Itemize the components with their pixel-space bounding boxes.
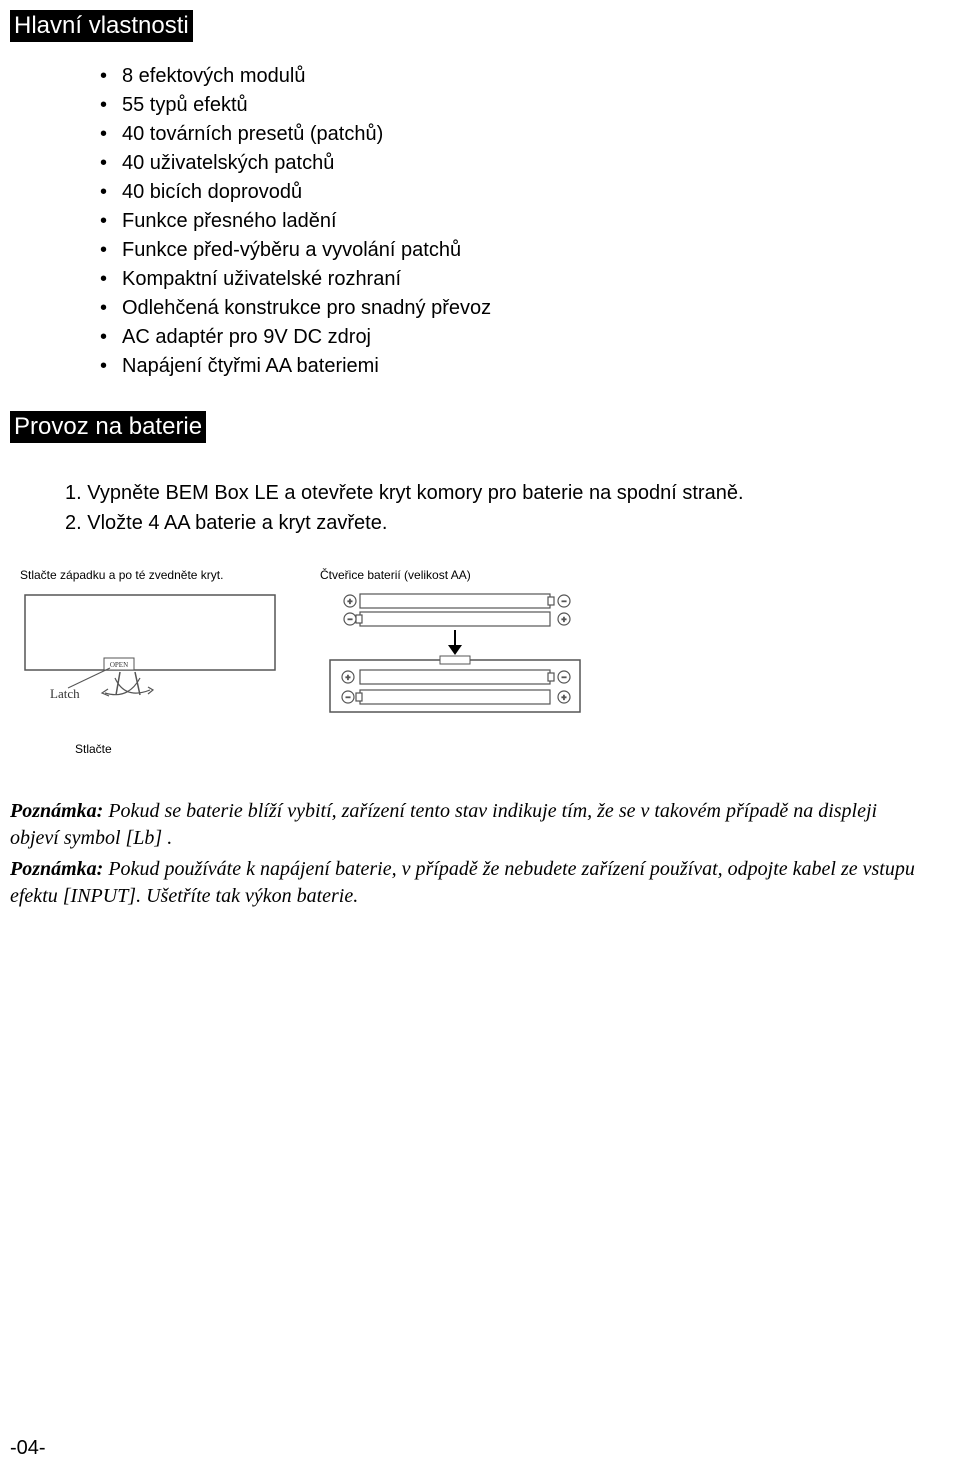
svg-text:−: − [562, 673, 567, 682]
diagram-batteries: Čtveřice baterií (velikost AA) + − − + [320, 568, 590, 720]
svg-text:−: − [562, 597, 567, 606]
press-label-row: Stlačte [75, 740, 930, 758]
list-item: Odlehčená konstrukce pro snadný převoz [100, 294, 930, 323]
svg-text:OPEN: OPEN [110, 661, 128, 669]
svg-text:+: + [346, 673, 351, 682]
svg-text:−: − [346, 693, 351, 702]
caption-batteries: Čtveřice baterií (velikost AA) [320, 568, 590, 582]
list-item: 8 efektových modulů [100, 62, 930, 91]
svg-text:+: + [562, 615, 567, 624]
battery-diagram-svg: + − − + + − − + [320, 590, 590, 720]
steps-list: 1. Vypněte BEM Box LE a otevřete kryt ko… [65, 478, 930, 538]
list-item: 40 bicích doprovodů [100, 178, 930, 207]
svg-text:+: + [562, 693, 567, 702]
svg-text:+: + [348, 597, 353, 606]
latch-label: Latch [50, 686, 80, 701]
list-item: 2. Vložte 4 AA baterie a kryt zavřete. [65, 508, 930, 538]
feature-list: 8 efektových modulů 55 typů efektů 40 to… [100, 62, 930, 381]
list-item: 1. Vypněte BEM Box LE a otevřete kryt ko… [65, 478, 930, 508]
list-item: Funkce před-výběru a vyvolání patchů [100, 236, 930, 265]
diagram-row: Stlačte západku a po té zvedněte kryt. O… [20, 568, 930, 720]
note-1: Poznámka: Pokud se baterie blíží vybití,… [10, 798, 930, 852]
list-item: 40 továrních presetů (patchů) [100, 120, 930, 149]
heading-battery: Provoz na baterie [10, 411, 206, 443]
note-text: Pokud používáte k napájení baterie, v př… [10, 858, 915, 907]
page-number: -04- [10, 1437, 46, 1460]
list-item: Kompaktní uživatelské rozhraní [100, 265, 930, 294]
caption-latch: Stlačte západku a po té zvedněte kryt. [20, 568, 280, 582]
note-label: Poznámka: [10, 858, 103, 880]
list-item: 55 typů efektů [100, 91, 930, 120]
list-item: Napájení čtyřmi AA bateriemi [100, 352, 930, 381]
svg-text:−: − [348, 615, 353, 624]
press-label: Stlačte [75, 742, 112, 756]
note-2: Poznámka: Pokud používáte k napájení bat… [10, 856, 930, 910]
note-text: Pokud se baterie blíží vybití, zařízení … [10, 800, 877, 849]
heading-main: Hlavní vlastnosti [10, 10, 193, 42]
list-item: Funkce přesného ladění [100, 207, 930, 236]
diagram-latch: Stlačte západku a po té zvedněte kryt. O… [20, 568, 280, 720]
list-item: 40 uživatelských patchů [100, 149, 930, 178]
note-label: Poznámka: [10, 800, 103, 822]
latch-diagram-svg: OPEN Latch [20, 590, 280, 720]
list-item: AC adaptér pro 9V DC zdroj [100, 323, 930, 352]
